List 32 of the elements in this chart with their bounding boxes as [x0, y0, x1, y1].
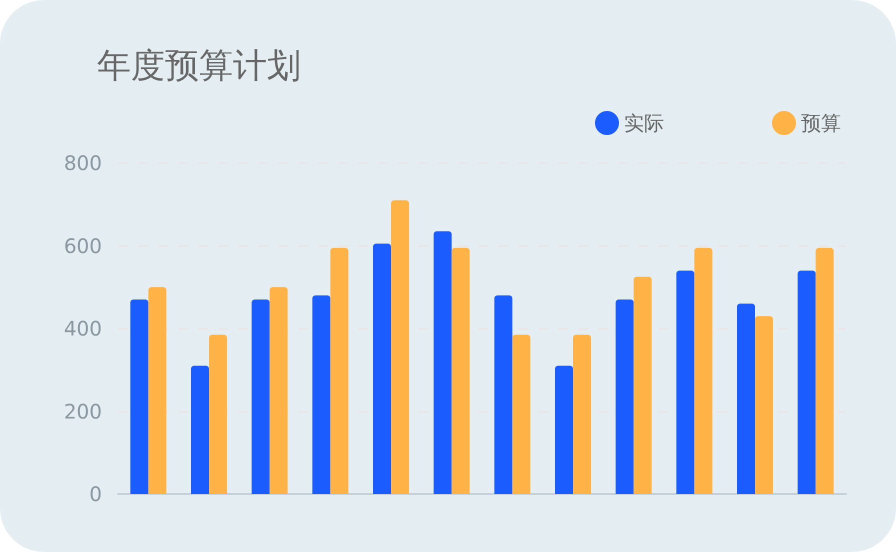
y-tick-label: 200: [64, 399, 102, 424]
bar: [391, 200, 409, 494]
y-tick-label: 400: [64, 316, 102, 340]
bar: [148, 287, 166, 494]
bar: [555, 366, 573, 494]
bar: [494, 295, 512, 494]
legend-label: 预算: [801, 111, 841, 135]
chart-title: 年度预算计划: [97, 46, 301, 86]
bar: [330, 248, 348, 494]
bar: [512, 334, 530, 494]
bar: [573, 334, 591, 494]
bar: [755, 316, 773, 494]
bar: [373, 244, 391, 494]
bar: [270, 287, 288, 494]
bar: [452, 248, 470, 494]
bar: [312, 295, 330, 494]
bar: [634, 276, 652, 494]
bar: [616, 300, 634, 494]
bar: [209, 334, 227, 494]
y-tick-label: 800: [64, 151, 102, 175]
bar: [676, 270, 694, 494]
bar: [694, 248, 712, 494]
bar: [252, 300, 270, 494]
bar: [130, 300, 148, 494]
bar: [434, 231, 452, 494]
legend-label: 实际: [624, 111, 664, 135]
bar: [191, 366, 209, 494]
bar: [737, 304, 755, 494]
y-tick-label: 600: [64, 234, 102, 258]
bar: [798, 270, 816, 494]
y-tick-label: 0: [89, 482, 102, 506]
bar: [816, 248, 834, 494]
